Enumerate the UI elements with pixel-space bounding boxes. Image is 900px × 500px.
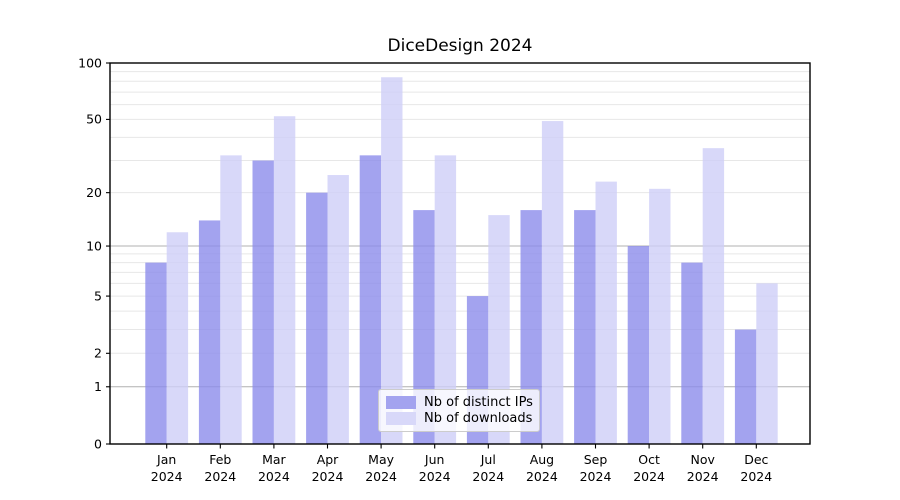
bar-distinct-ips-sep (574, 210, 596, 444)
x-tick-label: Aug 2024 (526, 452, 558, 484)
bar-downloads-sep (595, 181, 617, 444)
x-tick-label: Feb 2024 (204, 452, 236, 484)
bar-downloads-nov (702, 148, 725, 445)
y-tick-label: 50 (86, 112, 102, 127)
x-tick-label: Dec 2024 (740, 452, 772, 484)
x-tick-label: May 2024 (365, 452, 397, 484)
y-tick-label: 10 (86, 238, 102, 253)
y-tick-label: 20 (86, 185, 102, 200)
bar-downloads-aug (541, 121, 564, 445)
bar-distinct-ips-aug (520, 210, 542, 444)
legend-item-distinct-ips: Nb of distinct IPs (386, 395, 533, 410)
legend-label-distinct-ips: Nb of distinct IPs (424, 395, 533, 410)
x-tick-label: Oct 2024 (633, 452, 665, 484)
bar-distinct-ips-apr (306, 192, 328, 444)
bar-distinct-ips-mar (252, 160, 274, 445)
bar-distinct-ips-jan (145, 262, 167, 444)
bar-distinct-ips-feb (198, 220, 221, 444)
bar-distinct-ips-jun (413, 210, 435, 444)
x-tick-label: Apr 2024 (312, 452, 344, 484)
x-tick-label: Jun 2024 (419, 452, 451, 484)
legend-item-downloads: Nb of downloads (386, 411, 533, 426)
y-tick-label: 2 (94, 346, 102, 361)
y-tick-label: 0 (94, 436, 102, 451)
bar-distinct-ips-nov (681, 262, 703, 444)
legend-label-downloads: Nb of downloads (424, 411, 533, 426)
x-tick-label: Mar 2024 (258, 452, 290, 484)
x-tick-label: Sep 2024 (580, 452, 612, 484)
x-tick-label: Jul 2024 (472, 452, 504, 484)
bar-downloads-jul (488, 215, 510, 444)
bar-downloads-feb (220, 155, 242, 444)
bar-downloads-mar (273, 116, 296, 445)
bar-downloads-dec (756, 283, 778, 444)
chart-title: DiceDesign 2024 (387, 36, 533, 56)
y-tick-label: 5 (94, 288, 102, 303)
x-tick-label: Jan 2024 (151, 452, 183, 484)
bar-downloads-oct (649, 188, 671, 444)
plot-border (109, 62, 811, 445)
legend: Nb of distinct IPs Nb of downloads (378, 389, 540, 432)
bar-distinct-ips-dec (734, 329, 757, 444)
bar-downloads-jan (166, 232, 189, 444)
bar-distinct-ips-may (359, 155, 382, 444)
y-tick-label: 100 (78, 55, 102, 70)
y-tick-label: 1 (94, 379, 102, 394)
bar-distinct-ips-oct (627, 246, 650, 444)
legend-swatch-downloads-icon (386, 412, 416, 425)
bar-downloads-may (381, 77, 403, 444)
legend-swatch-distinct-ips-icon (386, 396, 416, 409)
bar-downloads-jun (434, 155, 457, 444)
x-tick-label: Nov 2024 (687, 452, 719, 484)
bar-downloads-apr (327, 175, 349, 444)
